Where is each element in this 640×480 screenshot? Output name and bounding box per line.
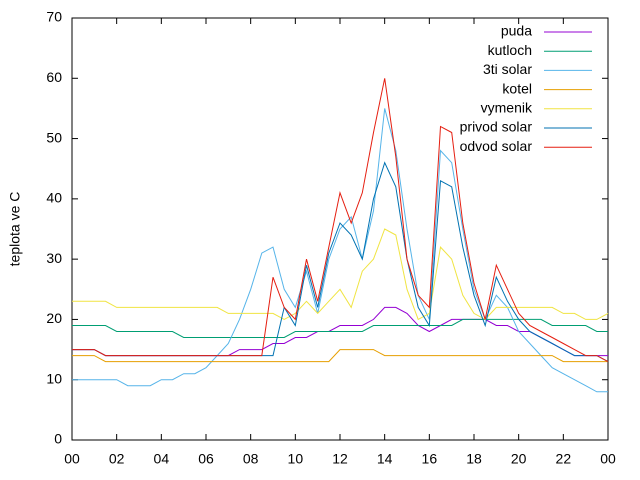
legend-label: kutloch bbox=[488, 42, 532, 58]
legend-label: odvod solar bbox=[460, 138, 533, 154]
x-tick-label: 06 bbox=[198, 451, 214, 467]
x-tick-label: 14 bbox=[377, 451, 393, 467]
legend-label: vymenik bbox=[481, 100, 533, 116]
x-tick-label: 08 bbox=[243, 451, 259, 467]
legend-label: puda bbox=[501, 23, 532, 39]
x-tick-label: 12 bbox=[332, 451, 348, 467]
y-tick-label: 30 bbox=[46, 250, 62, 266]
series-line bbox=[72, 228, 609, 321]
series-line bbox=[72, 349, 608, 363]
legend-label: 3ti solar bbox=[483, 61, 532, 77]
y-axis-label: teplota ve C bbox=[7, 192, 23, 267]
x-tick-label: 04 bbox=[154, 451, 170, 467]
x-tick-label: 22 bbox=[556, 451, 572, 467]
y-tick-label: 70 bbox=[46, 9, 62, 25]
x-tick-label: 16 bbox=[422, 451, 438, 467]
x-tick-label: 02 bbox=[109, 451, 125, 467]
legend-label: privod solar bbox=[460, 119, 533, 135]
series-line bbox=[72, 108, 608, 393]
y-tick-label: 60 bbox=[46, 69, 62, 85]
x-tick-label: 00 bbox=[600, 451, 616, 467]
y-tick-label: 50 bbox=[46, 129, 62, 145]
y-tick-label: 0 bbox=[54, 431, 62, 447]
y-tick-label: 20 bbox=[46, 310, 62, 326]
y-tick-label: 40 bbox=[46, 190, 62, 206]
x-tick-label: 10 bbox=[288, 451, 304, 467]
x-tick-label: 18 bbox=[466, 451, 482, 467]
x-tick-label: 00 bbox=[64, 451, 80, 467]
x-tick-label: 20 bbox=[511, 451, 527, 467]
series-line bbox=[72, 78, 609, 363]
y-tick-label: 10 bbox=[46, 370, 62, 386]
legend-label: kotel bbox=[502, 80, 532, 96]
